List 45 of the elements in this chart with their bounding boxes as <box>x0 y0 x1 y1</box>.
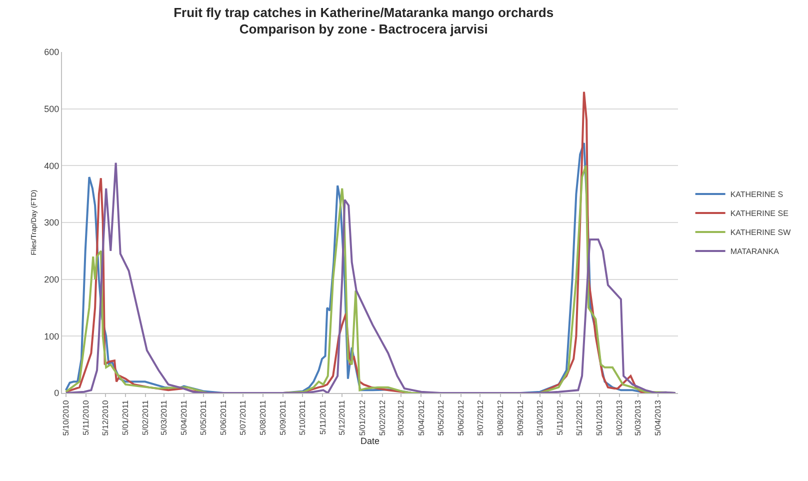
x-tick-label: 5/05/2011 <box>198 400 208 436</box>
x-tick-label: 5/12/2011 <box>338 400 347 436</box>
legend-label: KATHERINE SW <box>730 228 792 238</box>
y-tick-label: 0 <box>54 388 60 398</box>
chart-subtitle: Comparison by zone - Bactrocera jarvisi <box>239 22 488 37</box>
x-tick-label: 5/07/2011 <box>238 400 248 436</box>
y-tick-label: 300 <box>44 218 60 228</box>
x-tick-label: 5/02/2011 <box>141 400 150 436</box>
x-axis-title: Date <box>360 436 380 446</box>
x-tick-label: 5/04/2011 <box>180 400 188 436</box>
x-tick-label: 5/03/2013 <box>633 400 642 436</box>
x-tick-label: 5/12/2010 <box>101 400 110 436</box>
x-tick-label: 5/09/2012 <box>516 400 526 436</box>
chart-title: Fruit fly trap catches in Katherine/Mataranka mango orchards <box>174 4 554 20</box>
x-tick-label: 5/12/2012 <box>575 400 584 436</box>
x-tick-label: 5/03/2012 <box>396 400 406 436</box>
legend-label: MATARANKA <box>730 247 780 256</box>
x-tick-label: 5/06/2012 <box>456 400 466 436</box>
legend-label: KATHERINE S <box>730 190 784 200</box>
x-tick-label: 5/10/2012 <box>535 400 544 436</box>
x-tick-label: 5/02/2012 <box>378 400 387 436</box>
x-tick-label: 5/11/2011 <box>318 400 328 435</box>
x-tick-label: 5/03/2011 <box>159 400 168 436</box>
x-tick-label: 5/09/2011 <box>278 400 288 436</box>
x-tick-label: 5/01/2013 <box>595 400 604 436</box>
x-tick-label: 5/11/2012 <box>556 400 565 436</box>
y-tick-label: 500 <box>44 104 60 114</box>
x-tick-label: 5/11/2010 <box>82 400 91 436</box>
x-tick-label: 5/02/2013 <box>615 400 624 436</box>
x-tick-label: 5/01/2012 <box>358 400 367 436</box>
x-tick-label: 5/04/2012 <box>416 400 426 436</box>
x-tick-label: 5/07/2012 <box>476 400 485 436</box>
legend-label: KATHERINE SE <box>730 209 788 218</box>
x-tick-label: 5/10/2010 <box>61 400 70 436</box>
x-tick-label: 5/08/2012 <box>496 400 505 436</box>
x-tick-label: 5/05/2012 <box>436 400 446 436</box>
x-tick-label: 5/06/2011 <box>219 400 228 436</box>
x-tick-label: 5/08/2011 <box>258 400 268 436</box>
x-tick-label: 5/04/2013 <box>654 400 662 436</box>
y-tick-label: 400 <box>44 160 60 171</box>
x-tick-label: 5/10/2011 <box>298 400 308 436</box>
x-tick-label: 5/01/2011 <box>121 400 130 436</box>
y-tick-label: 200 <box>44 274 60 284</box>
y-tick-label: 100 <box>44 331 60 342</box>
y-tick-label: 600 <box>44 47 60 58</box>
